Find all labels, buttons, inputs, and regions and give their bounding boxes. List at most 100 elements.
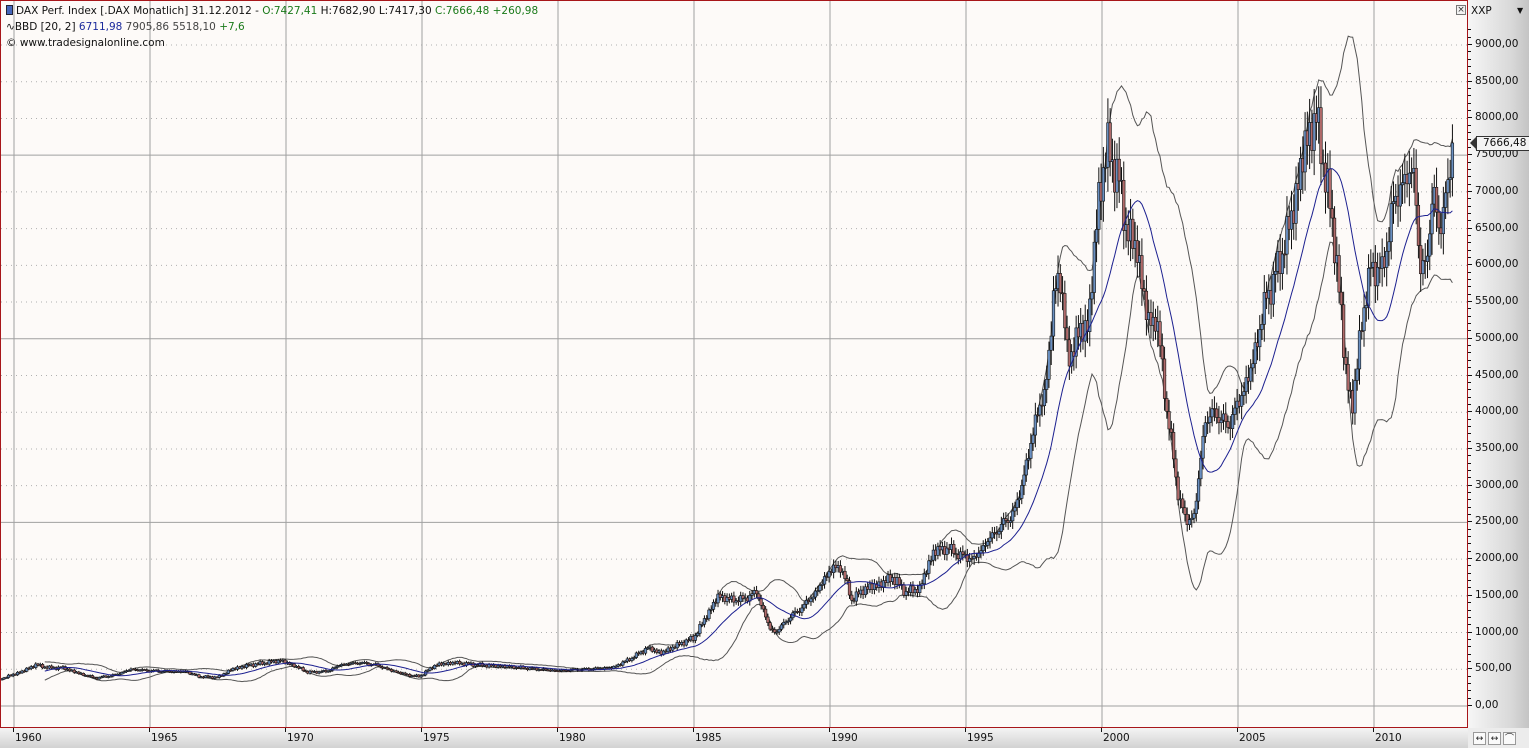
candle-body: [1410, 172, 1414, 174]
y-tick: [1468, 80, 1472, 82]
candle-body: [954, 553, 958, 556]
candle-body: [1022, 474, 1026, 486]
candle-body: [1142, 288, 1146, 292]
y-minor-tick: [1468, 514, 1471, 516]
chart-plot-area[interactable]: × DAX Perf. Index [.DAX Monatlich] 31.12…: [0, 0, 1468, 728]
y-minor-tick: [1468, 609, 1471, 611]
candle-body: [1160, 345, 1164, 360]
candle-body: [1208, 416, 1212, 423]
candle-body: [403, 672, 407, 675]
candle-body: [1131, 218, 1135, 249]
candle-body: [1183, 507, 1187, 515]
close-chart-icon[interactable]: ×: [1456, 5, 1466, 15]
candle-body: [90, 675, 95, 678]
candle-body: [850, 594, 854, 601]
candle-body: [1262, 292, 1266, 325]
candle-body: [1167, 411, 1171, 430]
y-minor-tick: [1468, 462, 1471, 464]
y-tick-label: 1000,00: [1475, 625, 1519, 638]
candle-body: [319, 671, 323, 673]
chevron-down-icon[interactable]: ▼: [1517, 6, 1524, 15]
y-minor-tick: [1468, 697, 1471, 699]
candle-body: [802, 603, 806, 609]
y-minor-tick: [1468, 220, 1471, 222]
candle-body: [1425, 255, 1430, 262]
y-minor-tick: [1468, 234, 1471, 236]
candle-body: [127, 670, 131, 672]
candle-body: [267, 660, 271, 665]
candle-body: [854, 591, 858, 602]
candle-body: [766, 616, 770, 623]
scroll-left-right-button[interactable]: ↔: [1473, 732, 1486, 745]
y-tick-label: 8500,00: [1475, 74, 1519, 87]
candle-body: [1004, 518, 1008, 521]
x-tick: [965, 728, 966, 732]
candle-body: [1140, 255, 1144, 290]
x-tick-label: 1995: [967, 732, 994, 744]
candle-body: [1210, 408, 1214, 418]
time-axis[interactable]: [0, 728, 1468, 748]
candle-body: [711, 601, 716, 610]
indicator-wave-icon: ∿: [6, 21, 15, 33]
y-minor-tick: [1468, 161, 1471, 163]
y-minor-tick: [1468, 66, 1471, 68]
x-tick-label: 2010: [1375, 732, 1402, 744]
candle-body: [1391, 201, 1396, 205]
candle-body: [990, 532, 994, 539]
x-tick-label: 1990: [831, 732, 858, 744]
y-minor-tick: [1468, 440, 1471, 442]
x-tick-label: 2000: [1103, 732, 1130, 744]
y-tick: [1468, 301, 1472, 303]
y-tick-label: 2000,00: [1475, 552, 1519, 565]
candle-body: [1337, 255, 1341, 293]
candle-body: [1215, 408, 1219, 418]
candle-body: [1196, 478, 1201, 502]
candle-body: [782, 621, 786, 626]
y-tick-label: 2500,00: [1475, 515, 1519, 528]
y-minor-tick: [1468, 660, 1471, 662]
candle-body: [1020, 485, 1024, 499]
x-tick-label: 2005: [1239, 732, 1266, 744]
candle-body: [1421, 260, 1425, 275]
candle-body: [1328, 168, 1332, 210]
y-minor-tick: [1468, 323, 1471, 325]
candle-body: [698, 624, 702, 634]
currency-selector[interactable]: XXP: [1471, 5, 1492, 17]
candle-body: [1357, 330, 1362, 370]
y-minor-tick: [1468, 492, 1471, 493]
y-tick: [1468, 521, 1472, 523]
y-minor-tick: [1468, 58, 1471, 60]
autoscale-button[interactable]: ⌒: [1503, 732, 1516, 745]
y-tick: [1468, 154, 1472, 156]
candle-body: [1285, 216, 1289, 255]
y-minor-tick: [1468, 403, 1471, 405]
candle-body: [1332, 217, 1337, 264]
y-tick-label: 4500,00: [1475, 368, 1519, 381]
candle-body: [686, 639, 691, 642]
candle-body: [301, 667, 305, 671]
y-tick: [1468, 558, 1472, 560]
y-minor-tick: [1468, 359, 1471, 361]
candle-body: [986, 541, 990, 546]
candle-body: [378, 665, 382, 668]
candle-body: [1031, 434, 1035, 444]
candle-body: [1026, 458, 1031, 461]
candle-body: [224, 673, 228, 675]
y-minor-tick: [1468, 73, 1471, 75]
candle-body: [1312, 113, 1316, 151]
legend-close: C:7666,48: [434, 5, 490, 17]
candle-body: [1437, 211, 1441, 229]
y-minor-tick: [1468, 110, 1471, 112]
candle-body: [1242, 391, 1246, 396]
candle-body: [337, 665, 342, 668]
candle-body: [276, 659, 280, 664]
candle-body: [696, 633, 700, 636]
candle-body: [768, 622, 772, 630]
candle-body: [929, 559, 933, 562]
candle-body: [847, 580, 852, 596]
price-axis[interactable]: 0,00 500,00 1000,00 1500,00 2000,00 2500,00 30…: [1468, 0, 1529, 728]
y-minor-tick: [1468, 646, 1471, 648]
candle-body: [1274, 270, 1278, 275]
zoom-horizontal-button[interactable]: ↔: [1488, 732, 1501, 745]
y-minor-tick: [1468, 198, 1471, 200]
